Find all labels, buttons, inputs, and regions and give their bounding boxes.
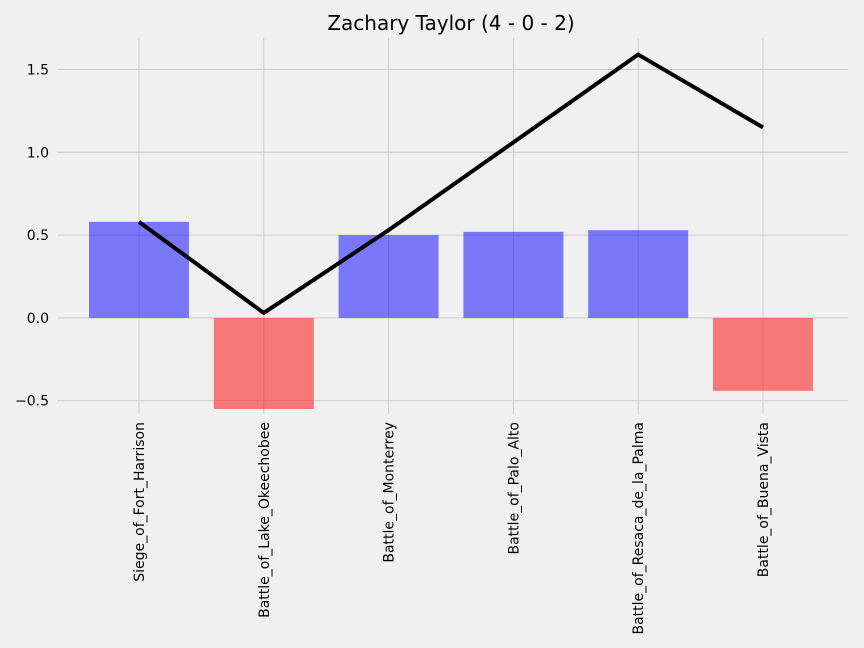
x-tick-label: Battle_of_Monterrey xyxy=(382,422,398,563)
bar xyxy=(588,230,689,318)
bar xyxy=(89,221,189,318)
x-tick-label: Battle_of_Palo_Alto xyxy=(506,422,522,555)
bar xyxy=(463,231,564,318)
x-tick-label: Battle_of_Buena_Vista xyxy=(756,422,772,577)
bar xyxy=(338,235,439,318)
line-series xyxy=(137,52,765,316)
bars xyxy=(89,221,813,410)
bar xyxy=(713,317,813,391)
y-tick-label: 1.0 xyxy=(27,145,49,161)
x-axis: Siege_of_Fort_Harrison Battle_of_Lake_Oke… xyxy=(132,422,772,635)
y-tick-label: 0.0 xyxy=(27,311,49,327)
y-tick-label: 1.5 xyxy=(27,62,49,78)
bar xyxy=(213,317,314,410)
series-line xyxy=(137,52,765,316)
y-axis: −0.5 0.0 0.5 1.0 1.5 xyxy=(15,62,49,409)
x-tick-label: Battle_of_Resaca_de_la_Palma xyxy=(631,422,647,635)
x-tick-label: Battle_of_Lake_Okeechobee xyxy=(257,422,273,618)
chart-title: Zachary Taylor (4 - 0 - 2) xyxy=(327,11,574,35)
x-tick-label: Siege_of_Fort_Harrison xyxy=(132,422,148,582)
y-tick-label: −0.5 xyxy=(15,394,49,410)
y-tick-label: 0.5 xyxy=(27,228,49,244)
